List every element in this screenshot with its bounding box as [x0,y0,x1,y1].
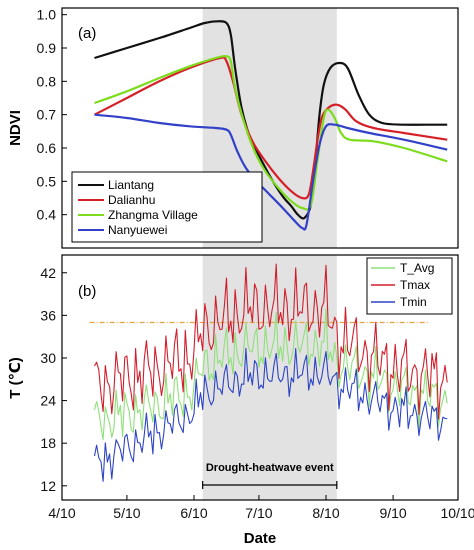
legend-b-label-2: Tmin [400,295,427,309]
panel-b-y-tick-label: 42 [40,265,56,281]
legend-a-label-2: Zhangma Village [108,208,198,222]
series-line-nanyuewei [94,113,448,231]
panel-b-series-group [93,263,448,482]
panel-a-legend-box [71,171,263,243]
panel-b-legend: T_Avg Tmax Tmin [366,257,453,315]
panel-b-y-ticks: 12 18 24 30 36 42 [40,265,67,494]
panel-a-legend: Liantang Dalianhu Zhangma Village Nanyue… [71,171,263,243]
series-line-tmin [93,347,448,482]
x-tick-label: 9/10 [379,505,406,521]
panel-a: 0.4 0.5 0.6 0.7 0.8 0.9 1.0 (a) NDVI Liantang … [7,7,459,249]
x-tick-label: 5/10 [113,505,140,521]
panel-b-y-tick-label: 24 [40,393,56,409]
panel-a-y-tick-label: 1.0 [37,7,57,23]
panel-b-x-ticks: 4/10 5/10 6/10 7/10 8/10 9/10 10/10 [48,495,474,521]
panel-b-y-tick-label: 12 [40,478,56,494]
legend-a-label-0: Liantang [108,178,154,192]
panel-a-frame [61,7,459,249]
legend-a-label-1: Dalianhu [108,193,155,207]
x-axis-label: Date [244,530,277,547]
panel-a-y-tick-label: 0.5 [37,173,57,189]
panel-a-y-tick-label: 0.8 [37,73,57,89]
series-line-liantang [94,20,448,220]
legend-b-label-0: T_Avg [400,261,434,275]
drought-annotation: Drought-heatwave event [202,462,338,489]
panel-a-y-tick-label: 0.9 [37,40,57,56]
panel-b-frame [61,254,459,501]
panel-a-label: (a) [78,25,96,42]
panel-a-y-tick-label: 0.7 [37,107,57,123]
panel-b: 12 18 24 30 36 42 4/10 5/10 6/10 7/10 8/10 9/10 10/… [7,254,474,547]
panel-b-y-tick-label: 18 [40,435,56,451]
series-line-zhangma-village [94,55,448,211]
legend-a-label-3: Nanyuewei [108,223,167,237]
panel-a-y-tick-label: 0.4 [37,207,57,223]
x-tick-label: 4/10 [48,505,75,521]
panel-b-y-tick-label: 36 [40,307,56,323]
panel-b-y-tick-label: 30 [40,350,56,366]
drought-annotation-text: Drought-heatwave event [206,462,334,474]
series-line-tmax [94,263,448,420]
panel-a-y-axis-label: NDVI [7,110,24,146]
x-tick-label: 7/10 [245,505,272,521]
x-tick-label: 6/10 [180,505,207,521]
panel-b-label: (b) [78,283,96,300]
x-tick-label: 10/10 [440,505,474,521]
panel-a-y-ticks: 0.4 0.5 0.6 0.7 0.8 0.9 1.0 [37,7,67,223]
x-tick-label: 8/10 [312,505,339,521]
legend-b-label-1: Tmax [400,278,430,292]
panel-b-y-axis-label: T (℃) [7,357,24,398]
panel-a-y-tick-label: 0.6 [37,140,57,156]
panel-a-series-group [93,20,448,231]
